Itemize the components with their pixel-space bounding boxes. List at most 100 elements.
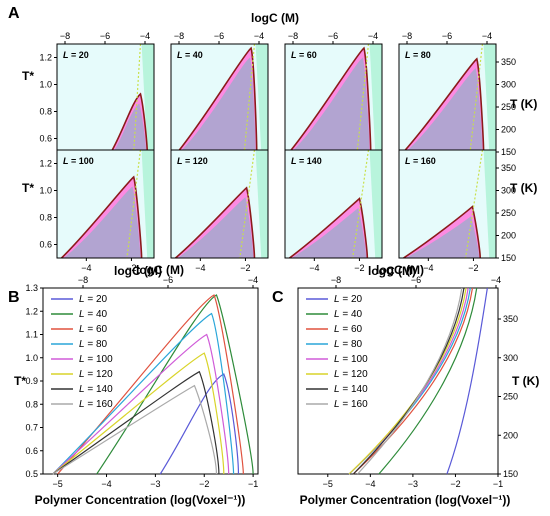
top-tick-label: −8 bbox=[174, 31, 184, 41]
bottom-tick-label: −2 bbox=[240, 263, 250, 273]
legend-entry-4: L = 80 bbox=[334, 339, 363, 350]
series-line-8 bbox=[357, 287, 463, 475]
legend-entry-5-value: = 100 bbox=[340, 354, 369, 365]
overlap-region bbox=[291, 208, 367, 258]
legend-entry-4-value: = 80 bbox=[85, 339, 108, 350]
dense-phase-band bbox=[483, 150, 496, 258]
x-tick-label: −2 bbox=[450, 479, 460, 489]
legend-entry-8-symbol: L bbox=[334, 399, 340, 410]
subplot-label: L = 100 bbox=[63, 156, 94, 166]
legend-entry-3-value: = 60 bbox=[340, 324, 363, 335]
left-tick-label: 1.2 bbox=[39, 53, 52, 63]
dense-phase-band bbox=[255, 44, 268, 152]
right-tick-label: 250 bbox=[501, 102, 516, 112]
legend-entry-6: L = 120 bbox=[79, 369, 113, 380]
y-tick-label: 1.2 bbox=[25, 306, 38, 316]
legend-entry-2: L = 40 bbox=[334, 309, 363, 320]
dense-phase-band bbox=[483, 44, 496, 152]
subplot-label: L = 160 bbox=[405, 156, 436, 166]
subplot-label-value: = 140 bbox=[297, 156, 322, 166]
legend-entry-5-symbol: L bbox=[334, 354, 340, 365]
subplot-label-value: = 60 bbox=[297, 50, 317, 60]
left-tick-label: 1.0 bbox=[39, 80, 52, 90]
top-tick-label: −6 bbox=[328, 31, 338, 41]
binodal-curve bbox=[289, 197, 369, 259]
x-tick-label: −2 bbox=[199, 479, 209, 489]
x-tick-label: −4 bbox=[365, 479, 375, 489]
subplot-label-value: = 40 bbox=[183, 50, 203, 60]
panel-a-bottom-xlabel-left: logC (M) bbox=[114, 264, 162, 278]
top-tick-label: −4 bbox=[140, 31, 150, 41]
y-tick-label: 1.3 bbox=[25, 283, 38, 293]
binodal-curve bbox=[402, 57, 485, 153]
left-tick-label: 1.0 bbox=[39, 186, 52, 196]
x-tick-label: −4 bbox=[101, 479, 111, 489]
top-tick-label: −4 bbox=[491, 275, 501, 285]
y-tick-label: 0.8 bbox=[25, 399, 38, 409]
dense-phase-band bbox=[369, 150, 382, 258]
bottom-tick-label: −4 bbox=[309, 263, 319, 273]
top-tick-label: −8 bbox=[331, 275, 341, 285]
subplot-frame bbox=[284, 149, 383, 259]
subplot-label-symbol: L bbox=[405, 50, 411, 60]
top-tick-label: −6 bbox=[214, 31, 224, 41]
legend-entry-1-value: = 20 bbox=[85, 294, 108, 305]
legend-entry-7-value: = 140 bbox=[340, 384, 369, 395]
legend-entry-2: L = 40 bbox=[79, 309, 108, 320]
panel-c-xlabel: Polymer Concentration (log(Voxel⁻¹)) bbox=[300, 493, 511, 507]
subplot-label: L = 60 bbox=[291, 50, 317, 60]
subplot-frame bbox=[398, 149, 497, 259]
subplot-label-value: = 160 bbox=[411, 156, 436, 166]
subplot-label: L = 20 bbox=[63, 50, 89, 60]
binodal-curve bbox=[177, 46, 258, 153]
series-line-7 bbox=[52, 370, 220, 475]
top-tick-label: −8 bbox=[78, 275, 88, 285]
legend-entry-1: L = 20 bbox=[79, 294, 108, 305]
subplot-label: L = 40 bbox=[177, 50, 203, 60]
bottom-tick-label: −4 bbox=[81, 263, 91, 273]
panel-a-grid: L = 20−8 −6 −40.60.81.01.2 L = 40−8 −6 −4L = … bbox=[39, 31, 516, 273]
panel-a-subplot-8: L = 160 −4 −2 150 200 250 300 350 bbox=[398, 149, 516, 273]
subplot-label-symbol: L bbox=[177, 156, 183, 166]
panel-a-subplot-5: L = 100 −4 −2 0.6 0.8 1.0 1.2 bbox=[39, 149, 155, 273]
legend-entry-5-symbol: L bbox=[79, 354, 85, 365]
dense-phase-band bbox=[141, 150, 154, 258]
legend-entry-4: L = 80 bbox=[79, 339, 108, 350]
top-tick-label: −4 bbox=[248, 275, 258, 285]
legend-entry-6: L = 120 bbox=[334, 369, 368, 380]
dense-phase-band bbox=[369, 44, 382, 152]
subplot-label-symbol: L bbox=[177, 50, 183, 60]
panel-a-subplot-6: L = 120 −4 −2 bbox=[170, 149, 269, 273]
legend-entry-6-symbol: L bbox=[334, 369, 340, 380]
panel-label-c: C bbox=[272, 289, 284, 306]
overlap-region bbox=[113, 103, 147, 152]
bottom-tick-label: −4 bbox=[195, 263, 205, 273]
subplot-label-symbol: L bbox=[291, 50, 297, 60]
top-tick-label: −4 bbox=[368, 31, 378, 41]
subplot-label-value: = 100 bbox=[69, 156, 94, 166]
legend-entry-2-value: = 40 bbox=[85, 309, 108, 320]
y-tick-label: 250 bbox=[503, 392, 518, 402]
subplot-label: L = 120 bbox=[177, 156, 208, 166]
overlap-region bbox=[63, 186, 141, 258]
legend-entry-8: L = 160 bbox=[334, 399, 368, 410]
legend-entry-7: L = 140 bbox=[79, 384, 113, 395]
panel-a-subplot-1: L = 20 −8 −6 −4 0.6 0.8 1.0 1.2 bbox=[39, 31, 155, 153]
panel-a-subplot-2: L = 40 −8 −6 −4 bbox=[170, 31, 269, 153]
series-line-2 bbox=[378, 287, 478, 475]
left-tick-label: 0.8 bbox=[39, 213, 52, 223]
legend-entry-6-value: = 120 bbox=[85, 369, 114, 380]
dense-phase-band bbox=[141, 44, 154, 152]
right-tick-label: 350 bbox=[501, 57, 516, 67]
series-line-1 bbox=[159, 373, 240, 475]
binodal-curve bbox=[403, 205, 482, 259]
panel-a-ylabel-left-row2: T* bbox=[22, 181, 34, 195]
panel-b-xlabel: Polymer Concentration (log(Voxel⁻¹)) bbox=[35, 493, 246, 507]
top-tick-label: −6 bbox=[163, 275, 173, 285]
legend-entry-1-symbol: L bbox=[79, 294, 85, 305]
right-tick-label: 200 bbox=[501, 125, 516, 135]
subplot-label: L = 80 bbox=[405, 50, 431, 60]
legend-entry-7-value: = 140 bbox=[85, 384, 114, 395]
